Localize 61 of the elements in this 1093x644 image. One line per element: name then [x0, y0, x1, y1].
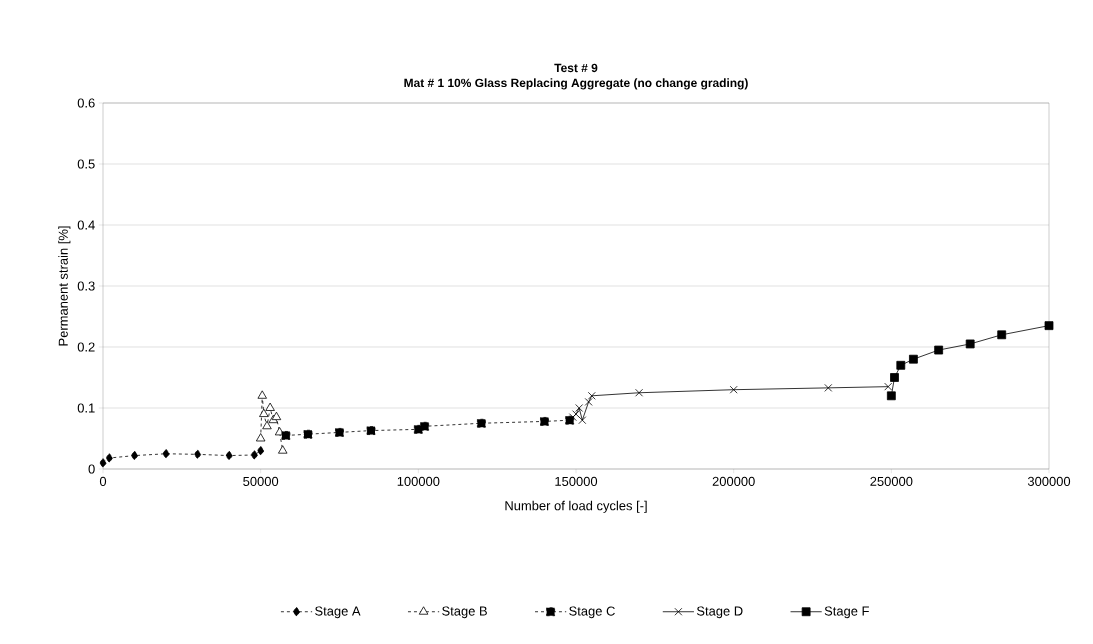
x-tick-label: 100000 [397, 476, 440, 486]
point [265, 402, 275, 411]
point [890, 373, 899, 382]
point [225, 450, 233, 461]
chart-title: Test # 9 [554, 63, 598, 73]
x-axis-title: Number of load cycles [-] [505, 500, 647, 513]
point [162, 448, 170, 459]
point [584, 397, 593, 406]
y-tick-label: 0.5 [77, 159, 95, 169]
point [824, 383, 833, 392]
point [997, 330, 1007, 340]
point [130, 450, 139, 461]
point [884, 382, 893, 391]
point [965, 339, 975, 349]
legend-label: Stage F [824, 606, 869, 619]
point [578, 416, 587, 425]
point [477, 418, 486, 428]
y-tick-label: 0.4 [77, 220, 95, 230]
point [575, 404, 584, 412]
point [256, 445, 265, 456]
y-tick-label: 0.6 [77, 98, 95, 108]
point [934, 345, 944, 355]
legend-label: Stage A [315, 606, 361, 619]
point [587, 391, 596, 400]
point [281, 431, 291, 440]
y-tick-label: 0.2 [77, 342, 95, 352]
point [193, 449, 202, 460]
legend-label: Stage B [442, 606, 487, 619]
y-tick-label: 0.3 [77, 281, 95, 291]
point [366, 426, 376, 435]
chart-subtitle: Mat # 1 10% Glass Replacing Aggregate (no change grading) [404, 78, 748, 90]
point [105, 453, 114, 463]
x-tick-label: 250000 [870, 476, 913, 486]
point [635, 388, 643, 397]
legend-label: Stage D [696, 606, 743, 619]
point [255, 433, 266, 442]
x-tick-label: 150000 [555, 476, 598, 486]
legend-label: Stage C [569, 606, 615, 619]
point [420, 421, 430, 431]
x-tick-label: 200000 [712, 476, 755, 486]
point [250, 450, 259, 460]
point [540, 417, 549, 426]
y-tick-label: 0.1 [77, 403, 95, 413]
y-axis-title: Permanent strain [%] [58, 226, 71, 346]
point [335, 428, 344, 437]
x-tick-label: 50000 [243, 476, 279, 486]
point [886, 391, 896, 401]
point [271, 411, 282, 421]
point [909, 354, 918, 364]
point [259, 408, 269, 417]
y-tick-label: 0 [88, 464, 95, 474]
point [262, 420, 272, 430]
point [303, 429, 313, 439]
point [257, 390, 267, 399]
point [99, 458, 107, 468]
x-tick-label: 300000 [1027, 476, 1071, 486]
point [896, 360, 906, 370]
point [729, 385, 738, 394]
x-tick-label: 0 [99, 476, 107, 486]
point [1044, 321, 1054, 331]
point [278, 445, 288, 454]
